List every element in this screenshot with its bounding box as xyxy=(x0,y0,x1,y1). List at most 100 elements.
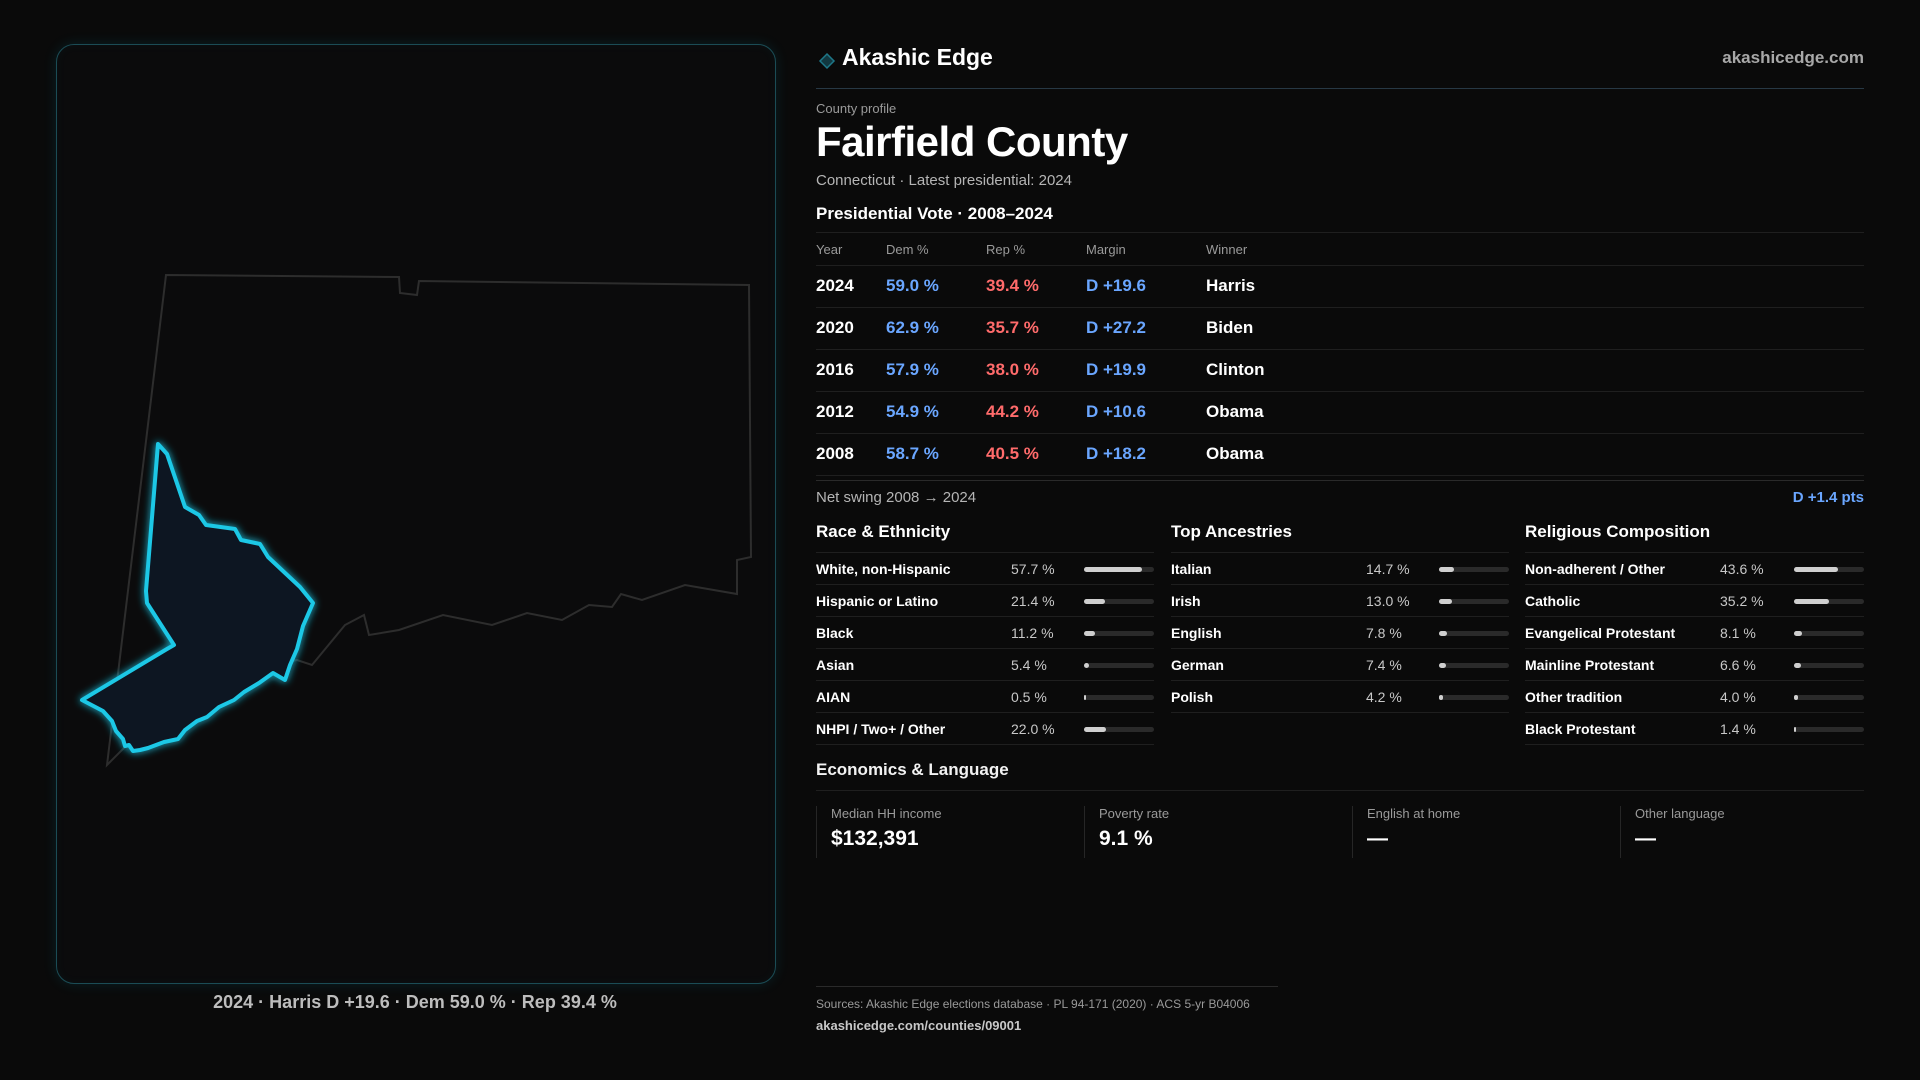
state-outline xyxy=(105,273,753,768)
ancestry-name: Polish xyxy=(1171,689,1214,705)
cell-dem: 58.7 % xyxy=(886,444,939,463)
race-bar xyxy=(1084,631,1154,636)
race-name: NHPI / Two+ / Other xyxy=(816,721,946,737)
econ-value: — xyxy=(1635,827,1656,850)
ancestry-row: Irish 13.0 % xyxy=(1171,585,1509,617)
econ-label: Poverty rate xyxy=(1099,806,1170,821)
ancestry-bar xyxy=(1439,567,1509,572)
econ-value: 9.1 % xyxy=(1099,827,1153,850)
religion-bar xyxy=(1794,631,1864,636)
religion-row: Mainline Protestant 6.6 % xyxy=(1525,649,1864,681)
net-swing-label: Net swing 2008 → 2024 xyxy=(816,489,977,506)
ancestry-percent: 4.2 % xyxy=(1366,689,1402,705)
econ-value: — xyxy=(1367,827,1388,850)
net-swing-value: D +1.4 pts xyxy=(1792,489,1864,506)
cell-year: 2016 xyxy=(816,360,854,379)
race-row: White, non-Hispanic 57.7 % xyxy=(816,553,1154,585)
table-row: 2008 58.7 % 40.5 % D +18.2 Obama xyxy=(816,434,1864,476)
race-name: Black xyxy=(816,625,854,641)
cell-year: 2020 xyxy=(816,318,854,337)
cell-dem: 59.0 % xyxy=(886,276,939,295)
race-bar-fill xyxy=(1084,567,1142,572)
race-row: AIAN 0.5 % xyxy=(816,681,1154,713)
cell-dem: 57.9 % xyxy=(886,360,939,379)
cell-rep: 39.4 % xyxy=(986,276,1039,295)
col-rep: Rep % xyxy=(986,242,1026,257)
race-row: NHPI / Two+ / Other 22.0 % xyxy=(816,713,1154,745)
sources-link[interactable]: akashicedge.com/counties/09001 xyxy=(816,1018,1022,1033)
cell-year: 2012 xyxy=(816,402,854,421)
religion-percent: 8.1 % xyxy=(1720,625,1756,641)
brand-link[interactable]: akashicedge.com xyxy=(1722,48,1864,67)
cell-rep: 38.0 % xyxy=(986,360,1039,379)
cell-margin: D +19.9 xyxy=(1086,360,1147,379)
religion-bar xyxy=(1794,567,1864,572)
religion-bar-fill xyxy=(1794,727,1796,732)
religion-bar xyxy=(1794,695,1864,700)
econ-label: English at home xyxy=(1367,806,1461,821)
religion-bar-fill xyxy=(1794,599,1830,604)
race-percent: 5.4 % xyxy=(1011,657,1047,673)
religion-percent: 35.2 % xyxy=(1720,593,1764,609)
ancestry-heading: Top Ancestries xyxy=(1171,522,1509,553)
ancestry-row: English 7.8 % xyxy=(1171,617,1509,649)
page-subtitle: Connecticut · Latest presidential: 2024 xyxy=(816,172,1072,189)
econ-label: Other language xyxy=(1635,806,1725,821)
table-row: 2016 57.9 % 38.0 % D +19.9 Clinton xyxy=(816,350,1864,392)
col-winner: Winner xyxy=(1206,242,1248,257)
econ-label: Median HH income xyxy=(831,806,942,821)
col-year: Year xyxy=(816,242,843,257)
race-name: Asian xyxy=(816,657,855,673)
presidential-vote-heading: Presidential Vote · 2008–2024 xyxy=(816,204,1053,223)
race-percent: 21.4 % xyxy=(1011,593,1055,609)
race-bar-fill xyxy=(1084,663,1090,668)
race-heading: Race & Ethnicity xyxy=(816,522,1154,553)
ancestry-row: German 7.4 % xyxy=(1171,649,1509,681)
cell-margin: D +19.6 xyxy=(1086,276,1147,295)
cell-rep: 35.7 % xyxy=(986,318,1039,337)
race-bar-fill xyxy=(1084,727,1106,732)
ancestry-row: Polish 4.2 % xyxy=(1171,681,1509,713)
ancestry-percent: 14.7 % xyxy=(1366,561,1410,577)
religion-bar-fill xyxy=(1794,631,1803,636)
race-row: Hispanic or Latino 21.4 % xyxy=(816,585,1154,617)
col-margin: Margin xyxy=(1086,242,1126,257)
religion-name: Catholic xyxy=(1525,593,1581,609)
ancestry-bar xyxy=(1439,599,1509,604)
map-caption: 2024 · Harris D +19.6 · Dem 59.0 % · Rep… xyxy=(213,992,617,1012)
cell-margin: D +10.6 xyxy=(1086,402,1147,421)
ancestry-row: Italian 14.7 % xyxy=(1171,553,1509,585)
race-ethnicity-section: Race & Ethnicity White, non-Hispanic 57.7… xyxy=(816,522,1154,745)
ancestry-name: Irish xyxy=(1171,593,1201,609)
race-row: Asian 5.4 % xyxy=(816,649,1154,681)
ancestry-section: Top Ancestries Italian 14.7 % Irish 13.0 % E… xyxy=(1171,522,1509,713)
religion-name: Mainline Protestant xyxy=(1525,657,1655,673)
ancestry-bar xyxy=(1439,695,1509,700)
fairfield-county-shape[interactable] xyxy=(80,442,315,753)
ancestry-name: German xyxy=(1171,657,1224,673)
race-percent: 11.2 % xyxy=(1011,625,1054,641)
presidential-vote-table: Year Dem % Rep % Margin Winner 2024 59.0… xyxy=(816,232,1864,476)
race-name: White, non-Hispanic xyxy=(816,561,951,577)
religion-name: Other tradition xyxy=(1525,689,1623,705)
religion-row: Other tradition 4.0 % xyxy=(1525,681,1864,713)
ancestry-bar-fill xyxy=(1439,663,1447,668)
econ-english-at-home: English at home — xyxy=(1352,806,1597,858)
religion-bar-fill xyxy=(1794,567,1838,572)
table-row: 2020 62.9 % 35.7 % D +27.2 Biden xyxy=(816,308,1864,350)
race-name: AIAN xyxy=(816,689,851,705)
religion-percent: 43.6 % xyxy=(1720,561,1764,577)
religion-row: Catholic 35.2 % xyxy=(1525,585,1864,617)
cell-winner: Obama xyxy=(1206,444,1264,463)
page-kicker: County profile xyxy=(816,101,897,116)
cell-winner: Biden xyxy=(1206,318,1254,337)
ancestry-percent: 13.0 % xyxy=(1366,593,1410,609)
econ-median-income: Median HH income $132,391 xyxy=(816,806,1061,858)
religion-percent: 6.6 % xyxy=(1720,657,1756,673)
ancestry-bar-fill xyxy=(1439,599,1452,604)
col-dem: Dem % xyxy=(886,242,929,257)
table-row: 2024 59.0 % 39.4 % D +19.6 Harris xyxy=(816,266,1864,308)
diamond-logo-icon xyxy=(818,52,836,70)
religion-row: Evangelical Protestant 8.1 % xyxy=(1525,617,1864,649)
ancestry-bar-fill xyxy=(1439,695,1444,700)
